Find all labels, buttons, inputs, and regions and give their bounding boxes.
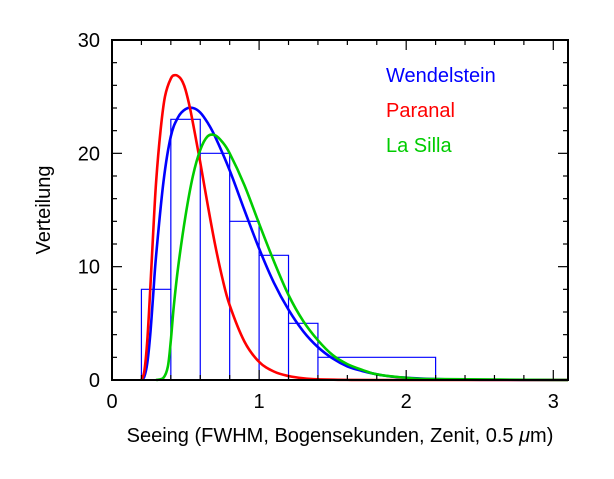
legend-item-la-silla: La Silla <box>386 135 452 157</box>
histogram-bar <box>171 119 200 380</box>
series-line-paranal <box>140 73 568 382</box>
y-axis-label: Verteilung <box>33 166 55 255</box>
series-group <box>140 73 569 382</box>
plot-frame-group <box>111 39 569 381</box>
histogram-group <box>140 118 437 380</box>
x-tick-label: 1 <box>254 391 265 413</box>
histogram-bar <box>259 255 288 380</box>
x-tick-label: 0 <box>106 391 117 413</box>
x-tick-label: 2 <box>401 391 412 413</box>
y-tick-label: 0 <box>89 370 100 392</box>
y-tick-label: 20 <box>78 143 100 165</box>
legend-item-wendelstein: Wendelstein <box>386 65 496 87</box>
ticks-group <box>111 39 568 381</box>
legend: Wendelstein Paranal La Silla <box>386 65 496 157</box>
x-axis-label: Seeing (FWHM, Bogensekunden, Zenit, 0.5 … <box>127 425 554 447</box>
y-tick-label: 30 <box>78 30 100 52</box>
plot-frame <box>111 39 569 381</box>
legend-item-paranal: Paranal <box>386 100 455 122</box>
x-tick-label: 3 <box>548 391 559 413</box>
series-line-la-silla <box>155 133 569 382</box>
series-line-wendelstein <box>140 106 569 382</box>
y-tick-label: 10 <box>78 257 100 279</box>
